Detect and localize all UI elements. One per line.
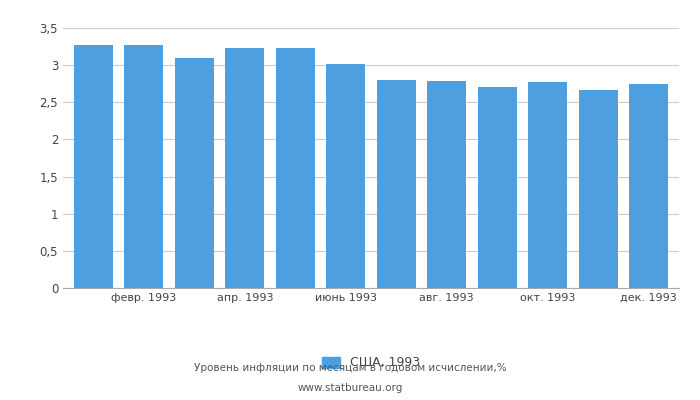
Bar: [578, 90, 618, 288]
Bar: [377, 80, 416, 288]
Bar: [124, 45, 164, 288]
Bar: [629, 84, 668, 288]
Bar: [427, 82, 466, 288]
Legend: США, 1993: США, 1993: [316, 352, 426, 374]
Text: www.statbureau.org: www.statbureau.org: [298, 383, 402, 393]
Bar: [276, 48, 315, 288]
Bar: [74, 45, 113, 288]
Bar: [174, 58, 214, 288]
Bar: [225, 48, 265, 288]
Bar: [528, 82, 568, 288]
Text: Уровень инфляции по месяцам в годовом исчислении,%: Уровень инфляции по месяцам в годовом ис…: [194, 363, 506, 373]
Bar: [326, 64, 365, 288]
Bar: [477, 88, 517, 288]
